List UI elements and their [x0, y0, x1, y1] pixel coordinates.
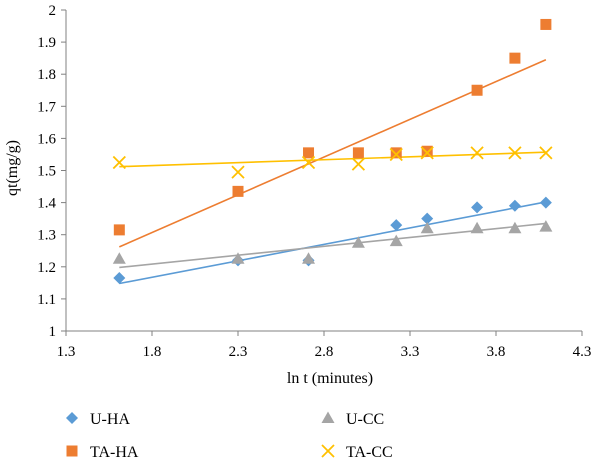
point-u-ha [421, 212, 434, 225]
point-ta-cc [420, 146, 434, 160]
trendline-u-cc [119, 222, 546, 269]
point-u-cc [351, 236, 365, 248]
point-u-ha [471, 201, 484, 214]
point-u-ha [508, 199, 521, 212]
x-tick-label: 2.3 [229, 344, 248, 360]
legend-marker-u-cc [321, 411, 335, 423]
legend: U-HA U-CC TA-HA TA-CC [66, 411, 393, 461]
x-axis-title: ln t (minutes) [287, 370, 373, 387]
legend-item-u-ha: U-HA [66, 411, 130, 428]
point-ta-cc [112, 155, 126, 170]
x-tick-label: 1.8 [143, 344, 162, 360]
point-u-ha [113, 272, 126, 285]
point-ta-ha [303, 147, 315, 159]
point-ta-ha [113, 224, 125, 236]
x-tick-label: 3.3 [401, 344, 420, 360]
point-ta-cc [301, 155, 316, 170]
point-u-cc [389, 234, 403, 247]
y-tick-label: 1.9 [37, 35, 56, 51]
legend-marker-ta-ha [66, 445, 78, 457]
legend-label-u-ha: U-HA [90, 411, 130, 428]
y-tick-label: 1.4 [37, 196, 56, 212]
point-ta-ha [352, 147, 364, 159]
point-u-ha [539, 196, 552, 209]
point-u-cc [539, 220, 553, 232]
point-u-cc [231, 252, 245, 264]
point-u-cc [508, 221, 522, 234]
point-ta-ha [471, 84, 483, 96]
legend-item-ta-cc: TA-CC [321, 444, 393, 461]
point-u-cc [420, 221, 434, 234]
legend-marker-ta-cc [321, 444, 335, 458]
point-ta-cc [231, 165, 245, 179]
x-tick-label: 2.8 [315, 344, 334, 360]
legend-item-u-cc: U-CC [321, 411, 384, 428]
trendline-u-ha [119, 201, 547, 285]
point-ta-ha [421, 145, 433, 157]
data-markers [112, 18, 553, 285]
y-tick-label: 2 [49, 3, 57, 19]
y-tick-label: 1.2 [37, 260, 56, 276]
point-ta-cc [508, 146, 522, 160]
legend-marker-u-ha [66, 412, 78, 424]
point-ta-cc [389, 147, 403, 162]
x-tick-label: 1.3 [57, 344, 76, 360]
point-u-cc [470, 221, 484, 234]
axes: 1 1.1 1.2 1.3 1.4 1.5 1.6 1.7 1.8 1.9 2 1.3 1.8 2.3 2.… [37, 3, 591, 360]
point-ta-ha [390, 147, 402, 159]
legend-label-ta-ha: TA-HA [90, 444, 139, 461]
legend-label-ta-cc: TA-CC [346, 444, 393, 461]
point-ta-cc [539, 146, 553, 160]
y-axis-title: qt(mg/g) [4, 140, 21, 196]
y-tick-label: 1 [49, 324, 57, 340]
point-ta-ha [232, 185, 244, 197]
x-tick-label: 4.3 [573, 344, 592, 360]
trendline-ta-cc [119, 151, 546, 168]
point-ta-ha [540, 18, 552, 30]
point-ta-ha [509, 52, 521, 64]
point-u-cc [302, 252, 316, 264]
point-u-cc [112, 252, 126, 264]
legend-label-u-cc: U-CC [346, 411, 384, 428]
y-tick-label: 1.7 [37, 99, 56, 115]
point-ta-cc [470, 146, 484, 160]
y-tick-label: 1.1 [37, 292, 56, 308]
point-ta-cc [351, 157, 366, 171]
y-tick-label: 1.5 [37, 164, 56, 180]
point-u-ha [390, 219, 403, 232]
x-tick-label: 3.8 [487, 344, 506, 360]
y-tick-label: 1.3 [37, 228, 56, 244]
y-tick-label: 1.6 [37, 131, 56, 147]
legend-item-ta-ha: TA-HA [66, 444, 139, 461]
y-tick-label: 1.8 [37, 67, 56, 83]
